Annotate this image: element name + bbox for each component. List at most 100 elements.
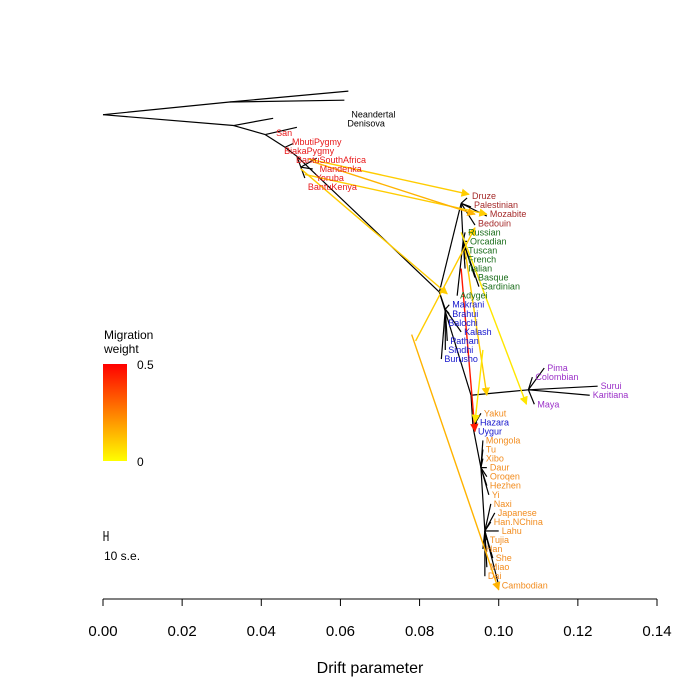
tree-branch [462, 241, 480, 287]
leaf-label: Karitiana [593, 390, 629, 400]
leaf-label: Miao [490, 562, 510, 572]
tree-branch [484, 503, 492, 532]
leaf-label: Bedouin [478, 218, 511, 228]
tree-branch [480, 467, 486, 532]
tree-branch [527, 367, 545, 391]
leaf-label: San [276, 128, 292, 138]
x-tick-label: 0.06 [326, 623, 355, 640]
tree-branch [527, 389, 535, 405]
tree-branch [233, 124, 266, 136]
migration-arrow [460, 268, 479, 433]
leaf-label: Basque [478, 273, 509, 283]
tree-branch [444, 308, 462, 333]
tree-branch [102, 101, 230, 116]
leaf-label: Yakut [484, 408, 507, 418]
leaf-label: Colombian [535, 372, 578, 382]
leaf-label: Orcadian [470, 236, 507, 246]
legend-title-line2: weight [103, 342, 139, 356]
leaf-label: Brahui [452, 309, 478, 319]
tree-branch [264, 134, 286, 148]
leaf-label: Mandenka [320, 164, 362, 174]
migration-arrow [410, 334, 501, 591]
leaf-label: Mozabite [490, 209, 527, 219]
leaf-label: Daur [490, 463, 510, 473]
migration-arrows [300, 158, 528, 591]
legend-gradient-bar [103, 364, 127, 461]
leaf-label: Oroqen [490, 472, 520, 482]
tree-branch [460, 197, 468, 204]
leaf-label: Pima [547, 363, 568, 373]
leaf-label: Pathan [450, 336, 479, 346]
tree-branch [265, 126, 298, 136]
tree-branch [438, 291, 472, 396]
x-axis-title: Drift parameter [317, 660, 424, 677]
leaf-label: Burusho [444, 354, 478, 364]
tree-branch [456, 241, 464, 296]
tree-branch [484, 530, 500, 586]
leaf-label: Kalash [464, 327, 492, 337]
migration-arrow [460, 232, 528, 406]
leaf-label: Italian [468, 264, 492, 274]
standard-error-scale-bar: 10 s.e. [103, 531, 140, 563]
tree-branch [438, 203, 462, 293]
leaf-label: Mongola [486, 435, 521, 445]
leaf-label: She [496, 553, 512, 563]
tree-branch [528, 385, 598, 391]
leaf-label: Palestinian [474, 200, 518, 210]
leaf-label: Japanese [498, 508, 537, 518]
tree-branch [480, 467, 490, 495]
tree-branch [296, 155, 440, 293]
leaf-label: BantuKenya [308, 182, 357, 192]
leaf-label: Surui [601, 381, 622, 391]
x-tick-label: 0.04 [247, 623, 276, 640]
x-tick-label: 0.10 [484, 623, 513, 640]
leaf-label: Denisova [347, 119, 385, 129]
tree-branch [229, 90, 349, 103]
leaf-label: Maya [537, 399, 559, 409]
x-tick-label: 0.02 [168, 623, 197, 640]
tree-branch [527, 376, 533, 390]
leaf-label: Yoruba [316, 173, 344, 183]
leaf-label: Sardinian [482, 282, 520, 292]
tree-branch [300, 166, 313, 170]
scale-bar-label: 10 s.e. [104, 549, 140, 563]
tree-branch [444, 304, 450, 310]
migration-arrow [312, 161, 476, 216]
x-tick-label: 0.14 [642, 623, 671, 640]
leaf-label: Tujia [490, 535, 509, 545]
leaf-label: French [468, 254, 496, 264]
leaf-label: Han [486, 544, 503, 554]
leaf-label: MbutiPygmy [292, 137, 342, 147]
migration-arrow [464, 250, 490, 397]
leaf-label: Balochi [448, 318, 478, 328]
tree-branch [102, 114, 234, 127]
x-tick-label: 0.08 [405, 623, 434, 640]
migration-weight-legend: Migration weight 0.5 0 [103, 328, 154, 469]
leaf-label: Sindhi [448, 345, 473, 355]
leaf-label: Hezhen [490, 481, 521, 491]
tree-branch [440, 309, 446, 360]
tree-branch [229, 99, 345, 103]
tree-branch [528, 389, 590, 396]
leaf-label: Makrani [452, 300, 484, 310]
tree-branch [484, 521, 492, 532]
leaf-label: BantuSouthAfrica [296, 155, 366, 165]
x-tick-label: 0.00 [88, 623, 117, 640]
leaf-label: Druze [472, 191, 496, 201]
tree-branch [472, 426, 482, 468]
tree-branch [233, 117, 274, 127]
tree-branch [284, 143, 294, 148]
tree-branch [284, 146, 298, 157]
leaf-label: Tuscan [468, 245, 497, 255]
leaf-label: Dai [488, 571, 502, 581]
legend-title-line1: Migration [104, 328, 153, 342]
leaf-label: Xibo [486, 454, 504, 464]
leaf-label: Naxi [494, 499, 512, 509]
migration-arrow [471, 349, 484, 424]
migration-arrow [414, 227, 476, 342]
leaf-label: Hazara [480, 417, 509, 427]
leaf-label: Yi [492, 490, 500, 500]
leaf-label: Neandertal [351, 110, 395, 120]
